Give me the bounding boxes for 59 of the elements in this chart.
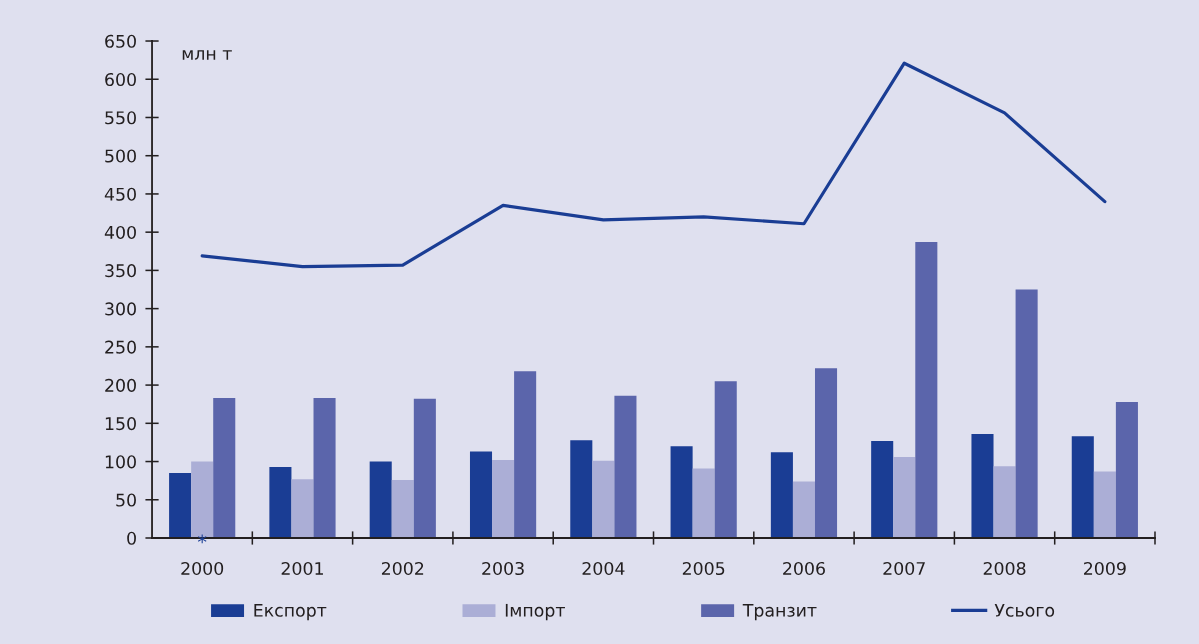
- bar: [915, 242, 938, 538]
- y-tick-label: 50: [116, 493, 136, 507]
- legend-label: Експорт: [254, 603, 327, 621]
- bar: [614, 395, 637, 538]
- bar: [692, 468, 715, 538]
- y-tick-label: 550: [105, 111, 136, 125]
- bar: [213, 398, 236, 538]
- y-axis-title: млн т: [182, 50, 232, 60]
- x-tick-label: 2000: [181, 561, 224, 576]
- y-tick-label: 600: [105, 72, 136, 87]
- x-tick-label: 2004: [582, 561, 625, 576]
- bar: [269, 466, 292, 538]
- x-tick-label: 2008: [983, 561, 1026, 576]
- x-tick-label: 2002: [381, 561, 424, 576]
- y-tick-label: 650: [105, 34, 136, 48]
- x-tick-label: 2006: [783, 561, 825, 576]
- bar: [993, 466, 1016, 538]
- y-tick-label: 250: [105, 340, 136, 354]
- bar: [291, 479, 314, 538]
- bar: [814, 368, 838, 538]
- bar: [570, 440, 593, 538]
- bar: [670, 446, 693, 538]
- bar: [1093, 471, 1116, 538]
- line-series: [200, 61, 1107, 269]
- bar: [313, 398, 336, 538]
- bar: [871, 440, 894, 538]
- bar: [1071, 436, 1094, 538]
- y-tick-label: 350: [105, 264, 136, 278]
- y-tick-label: 500: [105, 149, 136, 163]
- x-tick-label: 2005: [682, 561, 725, 576]
- y-tick-label: 0: [127, 531, 136, 545]
- bar: [792, 481, 815, 538]
- bar: [971, 434, 994, 538]
- y-tick-label: 300: [105, 302, 136, 316]
- bar: [391, 479, 414, 538]
- bar: [1115, 401, 1138, 538]
- x-tick-label: 2001: [281, 561, 323, 576]
- bar: [592, 460, 615, 538]
- legend-label: Усього: [994, 603, 1055, 617]
- bar: [770, 452, 793, 538]
- bar: [714, 381, 737, 538]
- bar: [469, 451, 493, 538]
- y-tick-label: 100: [105, 455, 136, 469]
- bar: [492, 460, 515, 538]
- y-tick-label: 450: [104, 187, 136, 201]
- bar: [1015, 289, 1038, 538]
- bar: [413, 398, 436, 538]
- legend-label: Імпорт: [505, 603, 565, 621]
- y-tick-label: 200: [105, 378, 136, 392]
- y-tick-label: 400: [104, 225, 136, 240]
- x-tick-label: 2009: [1084, 561, 1126, 576]
- legend-label: Транзит: [742, 603, 817, 621]
- x-tick-label: 2003: [482, 561, 524, 576]
- bar: [169, 473, 192, 538]
- bar: [369, 461, 392, 538]
- y-tick-label: 150: [105, 417, 136, 431]
- bar: [514, 371, 537, 538]
- bar: [893, 456, 916, 538]
- x-tick-label: 2007: [883, 561, 925, 576]
